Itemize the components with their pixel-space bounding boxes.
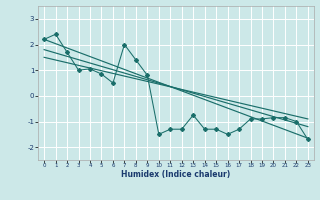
X-axis label: Humidex (Indice chaleur): Humidex (Indice chaleur)	[121, 170, 231, 179]
